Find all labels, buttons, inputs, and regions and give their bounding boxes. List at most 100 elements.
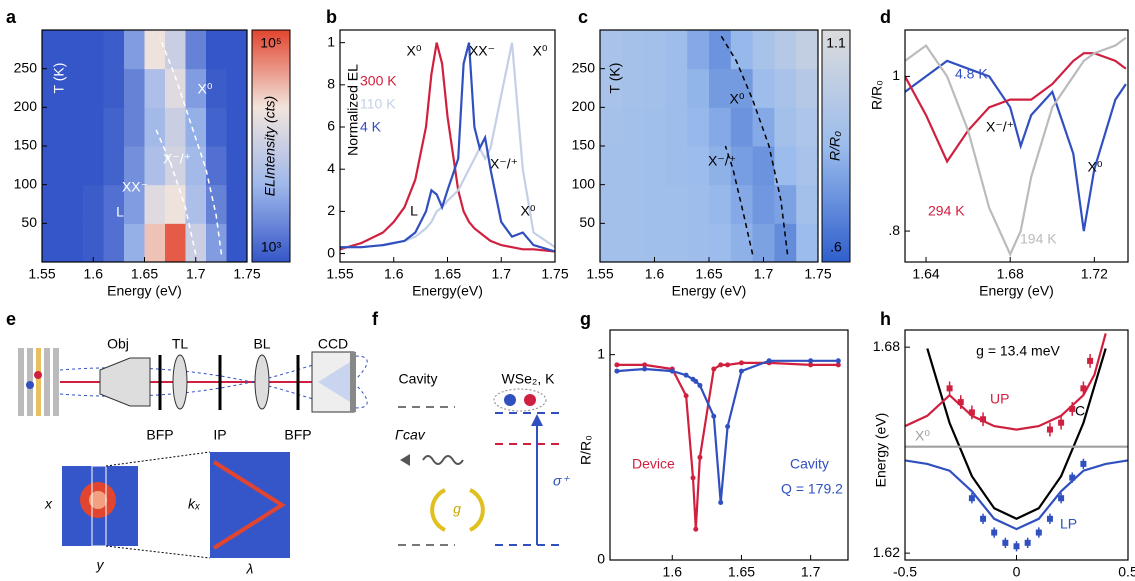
heat-cell <box>62 107 84 147</box>
y-tick-label: 1 <box>597 345 605 361</box>
heat-cell <box>103 184 125 224</box>
y-tick-label: 200 <box>572 98 596 114</box>
heat-cell <box>752 146 775 186</box>
label: λ <box>246 561 254 577</box>
x-tick-label: -0.5 <box>893 564 917 580</box>
data-point <box>683 372 689 378</box>
x-tick-label: 1.65 <box>728 564 755 580</box>
heat-cell <box>796 30 818 70</box>
heat-cell <box>796 184 818 224</box>
data-point <box>614 362 620 368</box>
series-line <box>905 333 1107 431</box>
y-axis-label: T (K) <box>51 63 67 94</box>
legend-label: Cavity <box>790 456 829 472</box>
x-tick-label: 0 <box>1013 564 1021 580</box>
heat-cell <box>730 184 754 224</box>
heat-cell <box>226 107 247 147</box>
heat-cell <box>165 223 186 262</box>
y-tick-label: 4 <box>327 160 335 176</box>
panel-label: e <box>6 309 16 329</box>
heat-cell <box>185 107 207 147</box>
label: Obj <box>107 336 129 352</box>
series-line <box>905 59 1127 232</box>
label: WSe₂, K <box>502 371 556 387</box>
data-point <box>1058 419 1065 426</box>
data-point <box>683 393 689 399</box>
colorbar <box>251 29 291 263</box>
colorbar-tick-label: 1.1 <box>826 35 846 51</box>
heat-cell <box>600 30 623 70</box>
heat-cell <box>709 146 732 186</box>
legend-label: C <box>1075 403 1085 419</box>
heat-cell <box>730 68 754 108</box>
y-tick-label: 100 <box>14 175 38 191</box>
data-point <box>808 358 814 364</box>
heat-cell <box>206 184 227 224</box>
y-axis-label: R/R₀ <box>578 435 594 465</box>
y-tick-label: 6 <box>327 118 335 134</box>
heat-cell <box>42 68 63 108</box>
annotation: X⁻/⁺ <box>708 153 736 169</box>
heat-cell <box>185 30 207 70</box>
heat-cell <box>687 146 710 186</box>
x-tick-label: 1.68 <box>997 266 1024 282</box>
heat-cell <box>774 184 797 224</box>
panel-label: c <box>578 7 588 27</box>
heat-cell <box>62 68 84 108</box>
panel-label: d <box>880 7 891 27</box>
legend-label: X⁰ <box>915 428 930 444</box>
heat-cell <box>774 68 797 108</box>
x-tick-label: 1.55 <box>586 266 613 282</box>
heat-cell <box>62 30 84 70</box>
heat-cell <box>226 184 247 224</box>
colorbar-tick-label: 10⁵ <box>260 35 281 51</box>
heat-cell <box>206 146 227 186</box>
x-tick-label: 1.72 <box>1081 266 1108 282</box>
heat-cell <box>83 146 104 186</box>
annotation: Q = 179.2 <box>781 481 843 497</box>
heat-cell <box>665 30 688 70</box>
data-point <box>957 399 964 406</box>
y-tick-label: 100 <box>572 175 596 191</box>
label: y <box>96 557 105 573</box>
data-point <box>835 358 841 364</box>
panel-label: b <box>326 7 337 27</box>
data-point <box>1058 495 1065 502</box>
panel-label: f <box>372 309 379 329</box>
series-line <box>719 33 789 255</box>
label: TL <box>172 336 189 352</box>
heat-cell <box>752 223 775 262</box>
heat-cell <box>752 184 775 224</box>
y-tick-label: 1 <box>327 33 335 49</box>
heat-cell <box>643 184 666 224</box>
x-tick-label: 1.65 <box>434 266 461 282</box>
data-point <box>642 362 648 368</box>
heat-cell <box>621 184 645 224</box>
heat-cell <box>687 107 710 147</box>
heat-cell <box>42 30 63 70</box>
annotation: g = 13.4 meV <box>976 343 1060 359</box>
heat-cell <box>83 223 104 262</box>
x-tick-label: 1.65 <box>131 266 158 282</box>
heat-cell <box>600 223 623 262</box>
plot-frame <box>904 329 1129 561</box>
heat-cell <box>83 30 104 70</box>
x-tick-label: 1.75 <box>804 266 831 282</box>
heat-cell <box>665 68 688 108</box>
heat-cell <box>62 184 84 224</box>
heat-cell <box>124 107 145 147</box>
annotation: X⁰ <box>407 43 422 59</box>
y-tick-label: 1.68 <box>873 338 900 354</box>
label: Cavity <box>399 371 438 387</box>
heat-cell <box>185 184 207 224</box>
label: Γcav <box>395 427 426 443</box>
heat-cell <box>226 30 247 70</box>
heat-cell <box>206 68 227 108</box>
heat-cell <box>42 107 63 147</box>
annotation: X⁻/⁺ <box>986 119 1014 135</box>
data-point <box>693 526 699 532</box>
data-point <box>718 500 724 505</box>
data-point <box>1069 405 1076 412</box>
data-point <box>1035 529 1042 536</box>
annotation: X⁰ <box>533 43 548 59</box>
